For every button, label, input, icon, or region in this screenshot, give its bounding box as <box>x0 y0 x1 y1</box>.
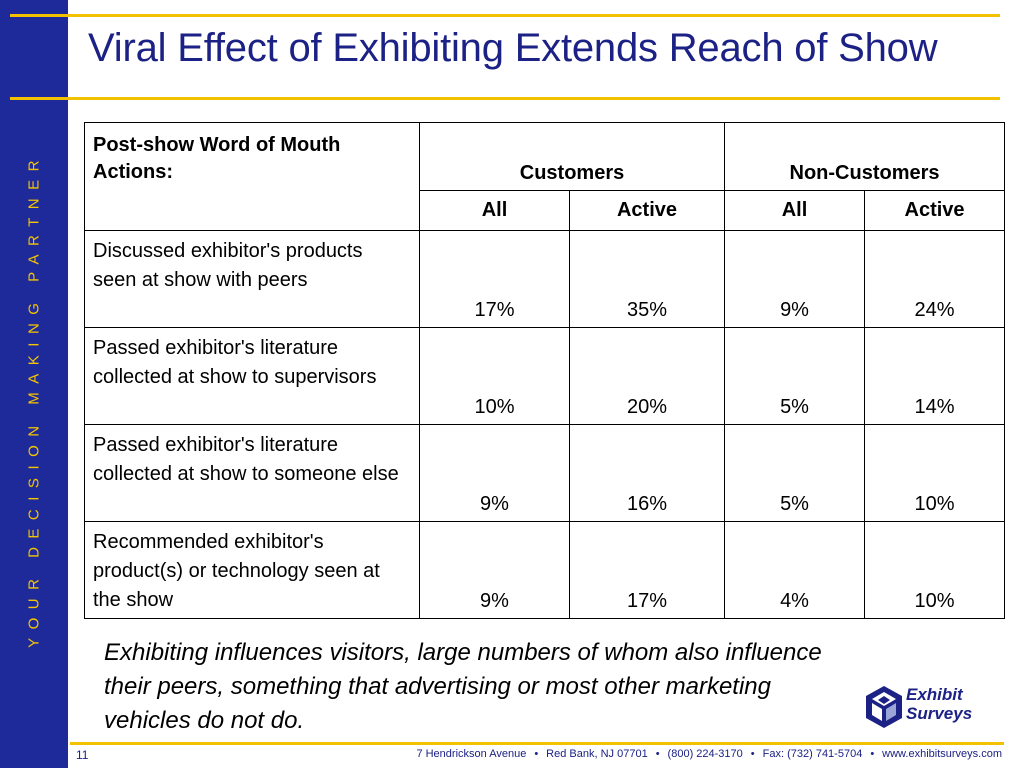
table-subheader-row: All Active All Active <box>85 190 1006 231</box>
group-header-non-customers: Non-Customers <box>724 122 1006 191</box>
exhibit-surveys-logo: Exhibit Surveys <box>862 684 982 734</box>
table-row: Passed exhibitor's literature collected … <box>84 424 1006 522</box>
footer-fax: Fax: (732) 741-5704 <box>762 748 863 760</box>
subheader-customers-active: Active <box>568 190 726 231</box>
cell-value: 9% <box>419 521 570 619</box>
footer-address: 7 Hendrickson Avenue • Red Bank, NJ 07701 •… <box>416 748 1002 760</box>
footer-city: Red Bank, NJ 07701 <box>546 748 648 760</box>
cell-value: 4% <box>724 521 866 619</box>
table-row: Recommended exhibitor's product(s) or te… <box>84 521 1006 619</box>
cell-value: 10% <box>864 521 1006 619</box>
cell-value: 35% <box>568 230 726 328</box>
row-label: Passed exhibitor's literature collected … <box>84 327 420 425</box>
footer-street: 7 Hendrickson Avenue <box>416 748 527 760</box>
cell-value: 14% <box>864 327 1006 425</box>
page-number: 11 <box>76 748 89 762</box>
summary-caption: Exhibiting influences visitors, large nu… <box>104 639 822 735</box>
subheader-non-customers-all: All <box>724 190 866 231</box>
sidebar: YOUR DECISION MAKING PARTNER <box>0 0 68 768</box>
sidebar-tagline: YOUR DECISION MAKING PARTNER <box>25 152 43 648</box>
cell-value: 10% <box>864 424 1006 522</box>
subheader-non-customers-active: Active <box>864 190 1006 231</box>
footer-website: www.exhibitsurveys.com <box>882 748 1002 760</box>
table-header-label: Post-show Word of Mouth Actions: <box>84 122 420 231</box>
row-label: Recommended exhibitor's product(s) or te… <box>84 521 420 619</box>
table-header-row: Post-show Word of Mouth Actions: Custome… <box>84 122 1006 231</box>
cell-value: 17% <box>419 230 570 328</box>
logo-line-1: Exhibit <box>906 685 963 704</box>
cell-value: 20% <box>568 327 726 425</box>
logo-line-2: Surveys <box>906 703 973 723</box>
logo-wordmark: Exhibit Surveys <box>906 685 973 723</box>
footer-separator: • <box>870 748 875 760</box>
cell-value: 10% <box>419 327 570 425</box>
row-label: Passed exhibitor's literature collected … <box>84 424 420 522</box>
cell-value: 16% <box>568 424 726 522</box>
cell-value: 9% <box>724 230 866 328</box>
cell-value: 17% <box>568 521 726 619</box>
title-bottom-rule <box>10 97 1000 100</box>
cell-value: 24% <box>864 230 1006 328</box>
table-row: Passed exhibitor's literature collected … <box>84 327 1006 425</box>
footer-separator: • <box>750 748 755 760</box>
footer-separator: • <box>534 748 539 760</box>
subheader-customers-all: All <box>419 190 570 231</box>
group-header-customers: Customers <box>418 122 726 191</box>
title-top-rule <box>10 14 1000 17</box>
table-row: Discussed exhibitor's products seen at s… <box>84 230 1006 328</box>
cell-value: 5% <box>724 424 866 522</box>
logo-cube-icon <box>866 686 902 728</box>
footer-phone: (800) 224-3170 <box>667 748 743 760</box>
word-of-mouth-table: Post-show Word of Mouth Actions: Custome… <box>84 122 1006 619</box>
footer-rule <box>70 742 1004 745</box>
cell-value: 5% <box>724 327 866 425</box>
slide-title: Viral Effect of Exhibiting Extends Reach… <box>88 26 938 70</box>
cell-value: 9% <box>419 424 570 522</box>
footer-separator: • <box>655 748 660 760</box>
row-label: Discussed exhibitor's products seen at s… <box>84 230 420 328</box>
